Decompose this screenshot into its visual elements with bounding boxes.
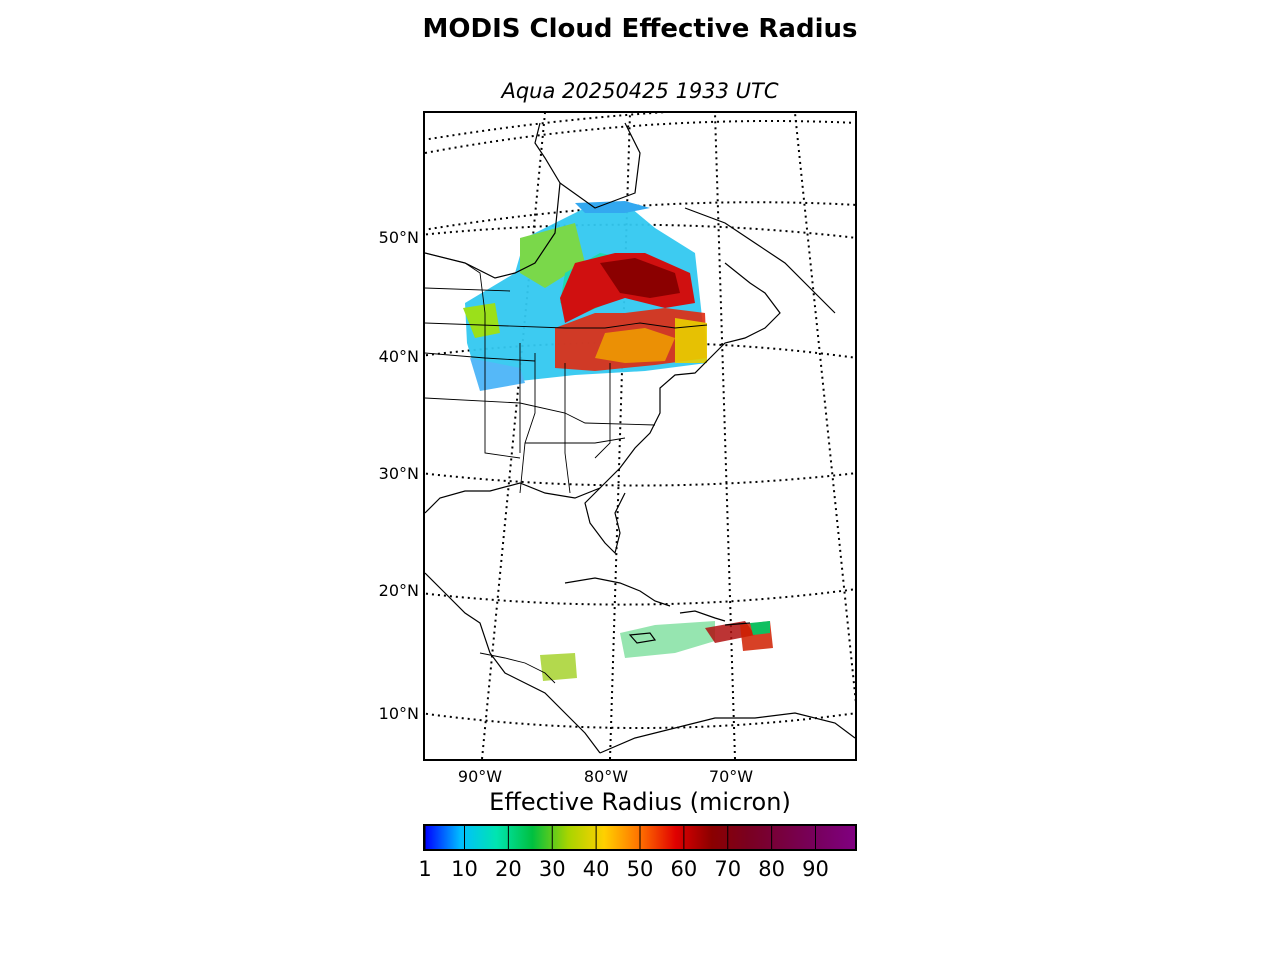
lon-label-90w: 90°W	[457, 767, 503, 786]
colorbar	[423, 824, 857, 851]
cloud-caribbean-green	[620, 621, 715, 658]
central-america-coast	[425, 572, 601, 754]
jamaica	[628, 632, 657, 644]
cloud-retrieval-field	[463, 201, 773, 681]
south-america-coast	[599, 712, 855, 754]
cloud-yellow-east	[675, 318, 707, 363]
chart-title: MODIS Cloud Effective Radius	[422, 14, 858, 44]
colorbar-tick-label: 60	[670, 857, 698, 881]
parallel-10n	[425, 712, 855, 729]
central-america-borders	[479, 652, 556, 684]
state-border-10	[425, 252, 486, 314]
colorbar-tick-label: 80	[758, 857, 785, 881]
colorbar-tick-label: 10	[451, 857, 478, 881]
hispaniola	[679, 610, 726, 622]
state-border-1	[425, 287, 511, 292]
meridian-70w	[714, 113, 736, 759]
map-canvas	[425, 113, 855, 759]
lat-label-30n: 30°N	[378, 464, 419, 483]
parallel-30n	[425, 472, 855, 487]
hudson-bay-east-coast	[559, 122, 641, 209]
lat-label-10n: 10°N	[378, 704, 419, 723]
lat-label-20n: 20°N	[378, 581, 419, 600]
gulf-coast	[425, 482, 601, 514]
state-border-4	[484, 313, 521, 459]
lat-label-40n: 40°N	[378, 347, 419, 366]
coastlines	[425, 122, 855, 754]
state-border-3	[425, 397, 656, 426]
lat-label-50n: 50°N	[378, 228, 419, 247]
colorbar-tick-label: 40	[582, 857, 610, 881]
graticule	[425, 113, 855, 759]
colorbar-tick-label: 70	[714, 857, 742, 881]
cloud-lime-patch	[463, 303, 500, 338]
us-canada-border	[425, 322, 708, 329]
parallel-40n	[425, 341, 855, 359]
cloud-blue-north	[575, 201, 650, 213]
state-border-6	[519, 353, 536, 494]
parallel-60n	[425, 113, 668, 141]
hudson-bay-west-coast	[425, 122, 561, 279]
colorbar-ticks	[425, 826, 817, 849]
political-borders	[425, 252, 708, 684]
colorbar-tick-label: 90	[802, 857, 829, 881]
colorbar-tick-label: 1	[418, 857, 432, 881]
state-border-7	[564, 363, 571, 494]
parallel-50n	[425, 223, 855, 239]
chart-subtitle: Aqua 20250425 1933 UTC	[501, 79, 779, 103]
cloud-central-america-patch	[540, 653, 577, 681]
map-panel	[423, 111, 857, 761]
meridian-90w	[481, 113, 546, 759]
lon-label-70w: 70°W	[708, 767, 754, 786]
labrador-coast	[684, 207, 836, 314]
cuba	[564, 577, 671, 607]
state-border-9	[525, 437, 626, 444]
colorbar-tick-label: 50	[626, 857, 654, 881]
colorbar-gradient	[425, 826, 855, 849]
colorbar-title: Effective Radius (micron)	[489, 788, 791, 816]
meridian-60w	[794, 113, 855, 704]
us-east-coast	[584, 357, 711, 555]
puerto-rico	[724, 622, 751, 626]
state-border-8	[594, 363, 611, 459]
parallel-20n	[425, 588, 855, 606]
cloud-caribbean-green-east	[750, 621, 770, 635]
lon-label-80w: 80°W	[583, 767, 629, 786]
cloud-darkred-region	[600, 258, 680, 298]
colorbar-tick-label: 20	[494, 857, 522, 881]
maritimes-coast	[709, 262, 781, 359]
cloud-lightblue-patch	[470, 358, 525, 391]
cloud-orange-patch	[595, 328, 675, 363]
colorbar-tick-label: 30	[538, 857, 566, 881]
parallel-top	[425, 120, 855, 154]
